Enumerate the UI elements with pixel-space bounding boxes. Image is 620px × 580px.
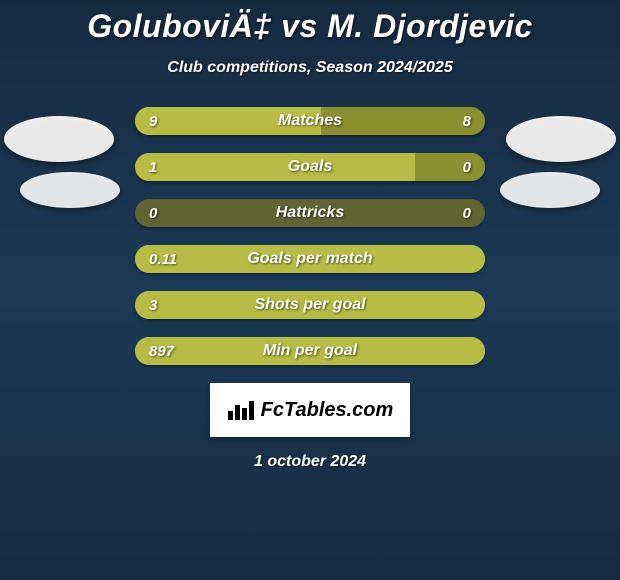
comparison-infographic: GoluboviÄ‡ vs M. Djordjevic Club competi… xyxy=(0,0,620,580)
player1-fill xyxy=(135,245,485,273)
player2-photo xyxy=(506,116,616,162)
stat-row: Matches98 xyxy=(135,107,485,135)
player2-club-badge xyxy=(500,172,600,208)
source-logo-text: FcTables.com xyxy=(261,399,394,422)
player1-club-badge xyxy=(20,172,120,208)
bar-chart-icon xyxy=(227,399,255,421)
content-area: Matches98 Goals10 Hattricks00 Goals per mat… xyxy=(0,107,620,471)
player1-fill xyxy=(135,291,485,319)
source-logo: FcTables.com xyxy=(210,383,410,437)
footer-date: 1 october 2024 xyxy=(0,453,620,471)
page-title: GoluboviÄ‡ vs M. Djordjevic xyxy=(0,0,620,45)
page-subtitle: Club competitions, Season 2024/2025 xyxy=(0,59,620,77)
stat-row: Hattricks00 xyxy=(135,199,485,227)
stat-bars: Matches98 Goals10 Hattricks00 Goals per mat… xyxy=(135,107,485,365)
stat-row: Goals10 xyxy=(135,153,485,181)
player1-fill xyxy=(135,337,485,365)
player1-photo xyxy=(4,116,114,162)
player2-fill xyxy=(415,153,485,181)
stat-row: Shots per goal3 xyxy=(135,291,485,319)
stat-row: Goals per match0.11 xyxy=(135,245,485,273)
stat-row: Min per goal897 xyxy=(135,337,485,365)
